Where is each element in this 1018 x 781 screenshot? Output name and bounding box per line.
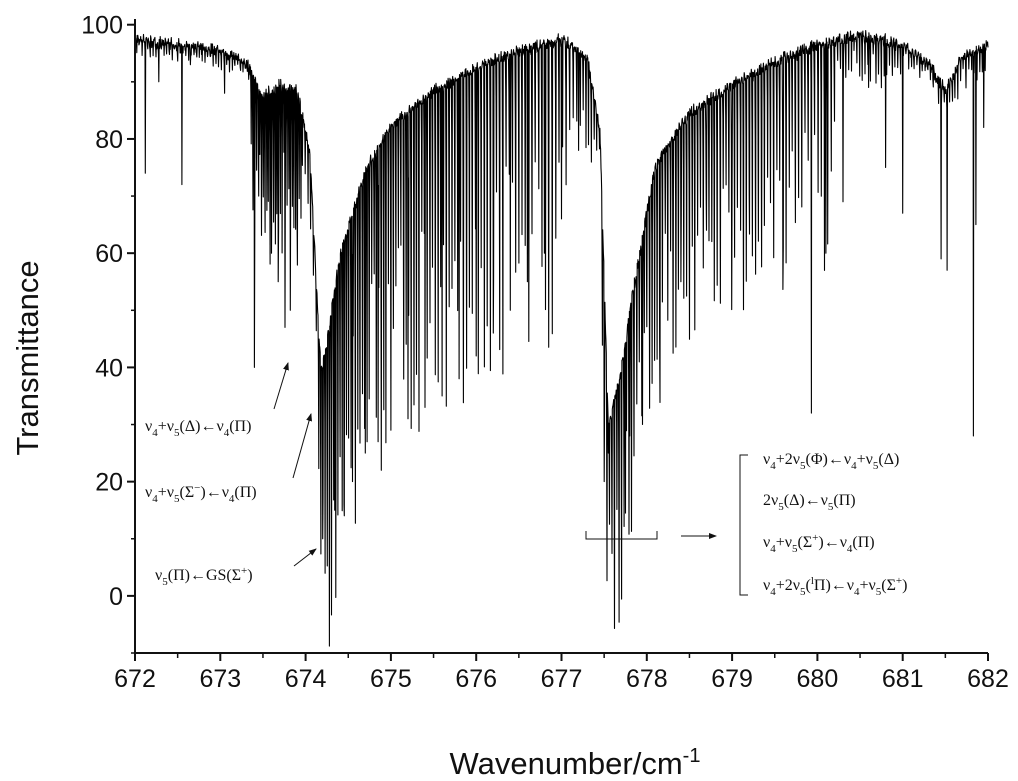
x-tick-label-678: 678 xyxy=(626,665,668,693)
annotation-2nu5: 2ν5(Δ)←ν5(Π) xyxy=(763,492,856,513)
x-tick-label-682: 682 xyxy=(967,665,1009,693)
annotation-gs: ν5(Π)←GS(Σ+) xyxy=(155,565,253,588)
x-tick-label-679: 679 xyxy=(711,665,753,693)
x-tick-label-681: 681 xyxy=(882,665,924,693)
annotation-sigma-plus: ν4+ν5(Σ+)←ν4(Π) xyxy=(763,532,875,555)
y-tick-label-0: 0 xyxy=(109,583,123,611)
annotation-phi: ν4+2ν5(Φ)←ν4+ν5(Δ) xyxy=(763,451,899,472)
y-tick-label-100: 100 xyxy=(81,12,123,40)
arrow-gs xyxy=(293,548,317,567)
plot-area xyxy=(134,30,989,647)
x-tick-label-677: 677 xyxy=(541,665,583,693)
arrow-sigma-minus xyxy=(292,413,312,479)
y-axis-label: Transmittance xyxy=(10,260,45,455)
x-axis-label: Wavenumber/cm-1 xyxy=(450,745,701,781)
annotation-sigma-minus: ν4+ν5(Σ−)←ν4(Π) xyxy=(145,482,257,505)
annotation-layer: ν4+ν5(Δ)←ν4(Π) ν4+ν5(Σ−)←ν4(Π) ν5(Π)←GS(Σ+… xyxy=(145,362,907,598)
x-axis-label-text: Wavenumber/cm xyxy=(450,746,683,781)
x-tick-label-680: 680 xyxy=(797,665,839,693)
y-tick-label-20: 20 xyxy=(95,469,123,497)
axis-layer: 0 20 40 60 80 100 672 673 674 675 676 677 678 679 680 6… xyxy=(81,12,1009,693)
x-tick-label-675: 675 xyxy=(370,665,412,693)
y-tick-label-80: 80 xyxy=(95,126,123,154)
x-tick-label-674: 674 xyxy=(285,665,327,693)
bracket-region xyxy=(585,531,658,540)
bracket-list xyxy=(739,454,748,596)
x-tick-label-672: 672 xyxy=(114,665,156,693)
x-axis-label-sup: -1 xyxy=(683,745,701,767)
y-tick-label-60: 60 xyxy=(95,240,123,268)
annotation-lpi: ν4+2ν5(lΠ)←ν4+ν5(Σ+) xyxy=(763,575,907,598)
x-tick-label-676: 676 xyxy=(455,665,497,693)
spectrum-line xyxy=(134,30,989,647)
annotation-delta: ν4+ν5(Δ)←ν4(Π) xyxy=(145,418,251,439)
y-tick-label-40: 40 xyxy=(95,354,123,382)
arrow-delta xyxy=(273,362,289,410)
x-tick-label-673: 673 xyxy=(199,665,241,693)
